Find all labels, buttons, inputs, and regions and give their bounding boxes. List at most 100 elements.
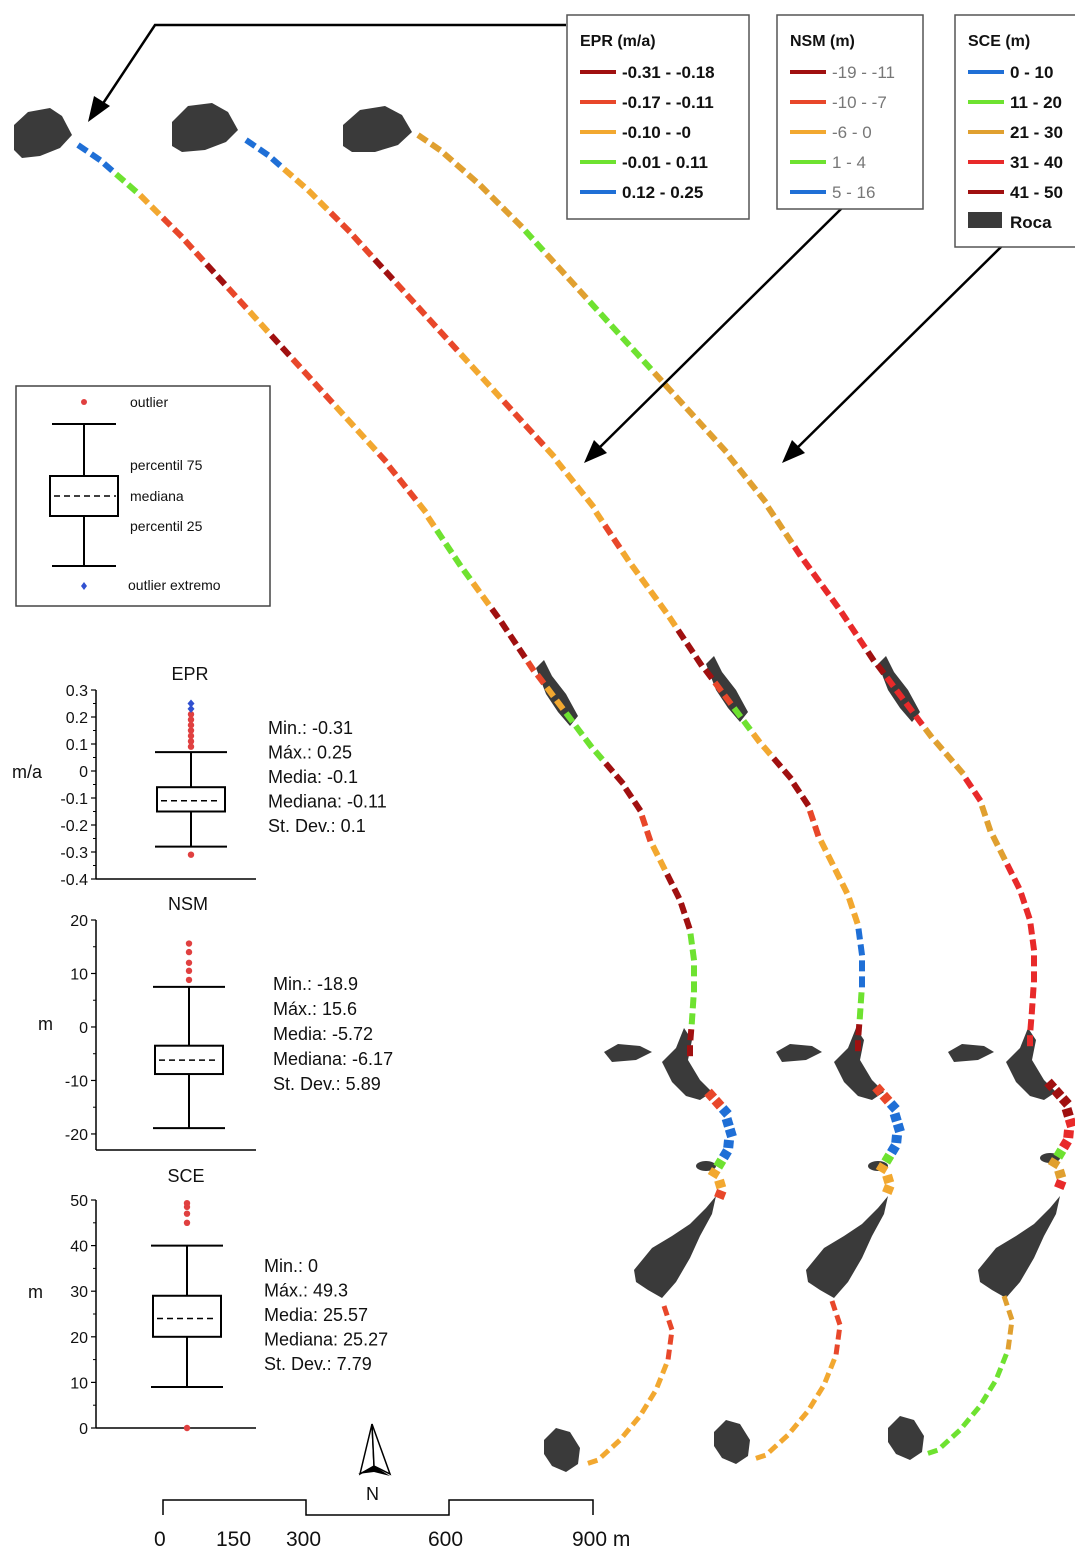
coast-1-transect <box>102 161 115 174</box>
coast-1-transect <box>225 286 238 299</box>
coast-1-transect <box>650 844 661 857</box>
coast-1-transect <box>613 773 626 786</box>
coast-2-transect <box>404 292 417 306</box>
coast-2-transect <box>339 221 352 234</box>
coast-2-transect <box>648 589 660 602</box>
coast-1-transect <box>563 711 576 724</box>
coast-1-transect <box>269 333 281 346</box>
coast-1-transect <box>667 1334 674 1345</box>
coast-1-transect <box>657 858 668 872</box>
coast-1-transect <box>719 1148 732 1161</box>
coast-2-transect <box>741 719 753 732</box>
coast-2-transect <box>855 1024 863 1036</box>
coast-2-transect <box>611 536 623 550</box>
coast-1-transect <box>610 1438 622 1449</box>
coast-1-transect <box>683 917 693 930</box>
coast-3-transect <box>684 406 697 419</box>
coast-3-transect <box>756 491 769 505</box>
coast-2-transect <box>693 655 705 668</box>
coast-1-transect <box>623 786 635 800</box>
coast-3-transect <box>874 662 887 676</box>
coast-3-transect <box>963 776 975 790</box>
coast-2-transect <box>839 882 850 895</box>
coast-1-transect <box>290 357 303 370</box>
coast-1-transect <box>114 171 127 184</box>
coast-1-transect <box>639 814 649 828</box>
coast-3-transect <box>801 558 813 571</box>
coast-2-transect <box>731 706 744 719</box>
coast-3-transect <box>1029 987 1037 999</box>
coast-3-transect <box>454 161 467 174</box>
coast-1-transect <box>182 238 195 251</box>
coast-1-transect <box>406 489 419 502</box>
coast-3-transect <box>829 597 841 610</box>
coast-1-transect <box>534 672 547 686</box>
coast-2-transect <box>825 853 836 867</box>
coast-1-transect <box>711 1096 725 1110</box>
coast-1-transect <box>654 1377 664 1389</box>
coast-1-transect <box>247 309 260 322</box>
coast-1-transect <box>470 581 482 594</box>
coast-2-transect <box>760 744 773 757</box>
coast-3-transect <box>544 252 557 265</box>
coast-1-transect <box>592 749 605 762</box>
coast-2-transect <box>350 233 363 246</box>
coast-3-transect <box>619 335 632 348</box>
coast-1-transect <box>193 250 206 263</box>
coast-1-transect <box>587 1457 599 1466</box>
coast-2-transect <box>833 1344 840 1355</box>
coast-3-transect <box>641 358 654 372</box>
coast-3-transect <box>1061 1107 1074 1118</box>
coast-2-transect <box>781 768 794 781</box>
coast-3-transect <box>994 1367 1004 1379</box>
coast-1-transect <box>723 1139 734 1149</box>
coast-1-transect <box>443 541 455 555</box>
coast-3-transect <box>961 1417 972 1429</box>
coast-2-transect <box>675 628 687 641</box>
coast-1-transect <box>425 515 437 528</box>
coast-2-transect <box>564 471 577 485</box>
coast-2-transect <box>807 1398 818 1410</box>
coast-1-transect <box>639 1403 650 1415</box>
coast-3-transect <box>1058 1095 1072 1108</box>
coast-1-transect <box>647 1390 658 1402</box>
coast-1-transect <box>603 761 616 774</box>
coast-1-transect <box>704 1088 718 1102</box>
coast-3-transect <box>1006 1309 1015 1321</box>
coast-3-transect <box>705 429 718 443</box>
coast-1-transect <box>416 501 429 515</box>
coast-1-transect <box>376 451 389 464</box>
coast-1-transect <box>489 607 501 620</box>
coast-2-transect <box>789 1422 800 1434</box>
coast-1-transect <box>386 464 399 477</box>
coast-3-transect <box>565 276 578 289</box>
coast-3-transect <box>987 1380 998 1392</box>
coast-2-transect <box>282 166 295 179</box>
coast-1-transect <box>661 1305 670 1317</box>
coast-3-transect <box>950 1428 962 1439</box>
coast-2-transect <box>620 550 632 563</box>
coast-1-transect <box>279 345 292 358</box>
coast-2-transect <box>807 809 817 823</box>
coast-2-transect <box>533 434 546 448</box>
coast-2-transect <box>857 992 865 1004</box>
coast-1-transect <box>434 528 446 542</box>
coast-2-transect <box>490 387 503 400</box>
coast-3-transect <box>489 194 502 207</box>
coast-2-transect <box>383 269 396 282</box>
coast-2-transect <box>306 188 319 201</box>
coast-2-transect <box>855 928 863 940</box>
coast-3-transect <box>1027 923 1035 935</box>
coast-2-transect <box>447 340 460 353</box>
coast-3-transect <box>856 636 868 650</box>
coast-3-transect <box>511 216 524 229</box>
coast-3-transect <box>662 382 675 395</box>
coast-2-transect <box>828 1358 837 1370</box>
coast-3-transect <box>1028 1003 1036 1015</box>
coast-2-transect <box>879 1091 893 1105</box>
coast-3-transect <box>1023 907 1033 920</box>
coast-1-transect <box>322 392 335 405</box>
coast-1-transect <box>644 829 654 843</box>
coast-2-transect <box>851 912 861 925</box>
